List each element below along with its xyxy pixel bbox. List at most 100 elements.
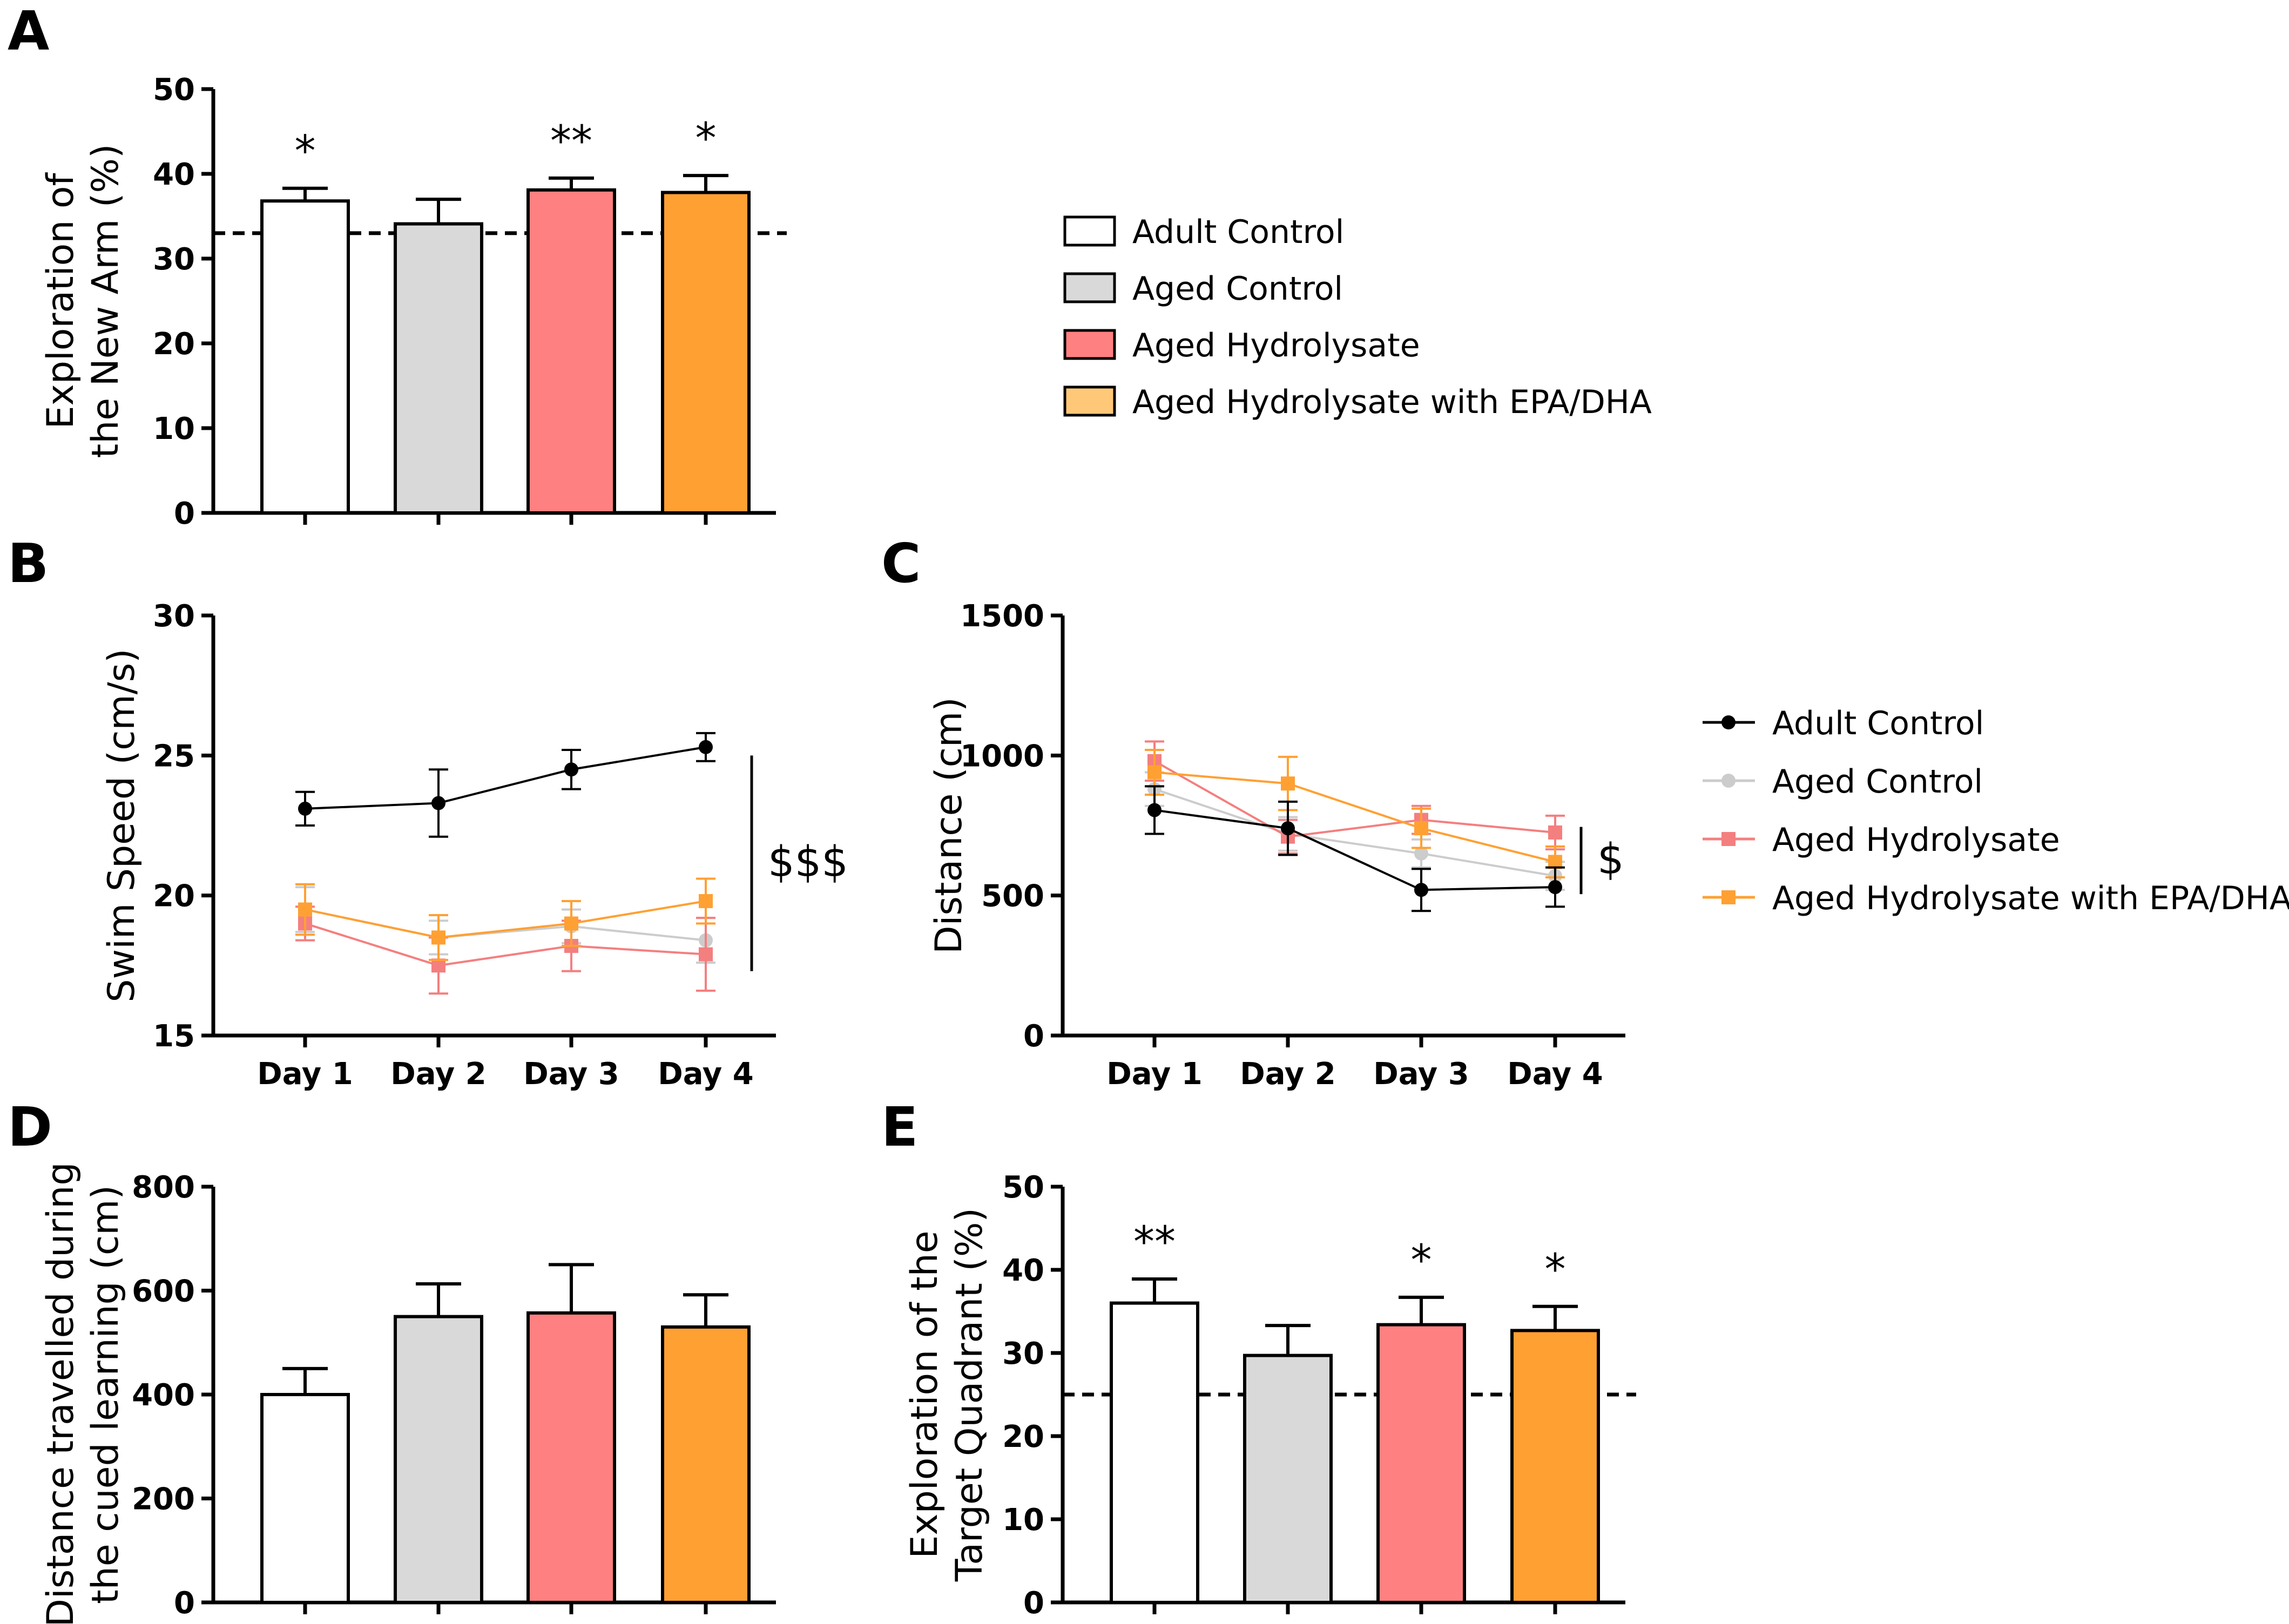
y-tick-label-a-1: 10	[153, 411, 195, 446]
bar-a-aged-hydrolysate	[526, 188, 616, 515]
data-point-c-aged-control-2	[1414, 846, 1428, 861]
significance-label-c: $	[1597, 835, 1624, 884]
y-tick-label-c-0: 0	[1023, 1019, 1044, 1054]
series-line-b-adult-control	[305, 746, 706, 810]
data-point-c-adult-control-1	[1281, 821, 1295, 836]
x-tick-label-c-0: Day 1	[1106, 1057, 1203, 1092]
bar-d-aged-hydrolysate	[526, 1311, 616, 1604]
legend-bar-groups: Adult Control Aged Control Aged Hydrolysat…	[1063, 213, 1652, 421]
panel-letter-d: D	[8, 1095, 52, 1159]
legend-label-aged-hydrolysate-with-epa-dha: Aged Hydrolysate with EPA/DHA	[1132, 383, 1652, 421]
y-axis-label-e-1: Target Quadrant (%)	[948, 1208, 991, 1582]
panel-letter-b: B	[8, 532, 49, 595]
y-axis-label-d-1: the cued learning (cm)	[84, 1185, 127, 1604]
legend-label-aged-control: Aged Control	[1772, 763, 1983, 801]
data-point-b-aged-hydrolysate-3	[699, 947, 713, 962]
data-point-b-aged-hydrolysate-with-epa-dha-2	[564, 916, 578, 931]
x-tick-label-b-3: Day 4	[658, 1057, 754, 1092]
series-line-b-aged-hydrolysate-with-epa-dha	[305, 900, 706, 939]
y-tick-label-a-5: 50	[153, 72, 195, 107]
y-tick-label-b-2: 25	[153, 739, 195, 774]
data-point-b-adult-control-2	[564, 762, 578, 777]
data-point-c-aged-hydrolysate-with-epa-dha-0	[1147, 765, 1162, 780]
chart-c-distance: 0 500 1000 1500 Distance (cm) Day 1 Day 2 Day 3…	[928, 599, 1625, 1092]
significance-e-adult-control: **	[1133, 1218, 1176, 1267]
data-point-b-adult-control-1	[431, 796, 445, 810]
y-axis-label-a-0: Exploration of	[39, 172, 82, 429]
legend-label-adult-control: Adult Control	[1132, 213, 1344, 251]
bar-e-aged-hydrolysate	[1376, 1323, 1466, 1604]
y-axis-label-d-0: Distance travelled during	[39, 1162, 82, 1624]
x-tick-label-c-3: Day 4	[1507, 1057, 1603, 1092]
bar-e-adult-control	[1110, 1301, 1199, 1605]
y-tick-label-d-1: 200	[132, 1482, 195, 1517]
x-tick-label-b-0: Day 1	[257, 1057, 353, 1092]
series-line-c-aged-hydrolysate	[1154, 760, 1556, 838]
significance-e-aged-hydrolysate-with-epa-dha: *	[1545, 1246, 1566, 1294]
x-tick-label-b-1: Day 2	[390, 1057, 487, 1092]
legend-marker-aged-hydrolysate-with-epa-dha	[1721, 890, 1736, 904]
legend-label-adult-control: Adult Control	[1772, 705, 1984, 742]
data-point-b-aged-hydrolysate-with-epa-dha-0	[298, 902, 312, 917]
bar-a-adult-control	[260, 199, 350, 515]
legend-marker-aged-hydrolysate	[1721, 832, 1736, 846]
y-tick-label-e-2: 20	[1002, 1419, 1044, 1454]
significance-label-b: $$$	[768, 838, 848, 887]
legend-marker-adult-control	[1721, 715, 1736, 729]
series-line-c-adult-control	[1154, 809, 1556, 891]
y-tick-label-c-1: 500	[981, 879, 1044, 914]
data-point-c-aged-hydrolysate-3	[1548, 825, 1562, 840]
y-tick-label-d-3: 600	[132, 1274, 195, 1309]
chart-d-cued-learning-distance: 0 200 400 600 800 Distance travelled during th…	[39, 1162, 776, 1624]
y-tick-label-c-3: 1500	[960, 599, 1044, 634]
bar-d-adult-control	[260, 1393, 350, 1604]
x-tick-label-c-2: Day 3	[1373, 1057, 1469, 1092]
y-tick-label-a-2: 20	[153, 327, 195, 362]
y-tick-label-e-0: 0	[1023, 1586, 1044, 1621]
legend-swatch-aged-control	[1063, 272, 1116, 303]
y-tick-label-d-0: 0	[174, 1586, 195, 1621]
bar-d-aged-hydrolysate-with-epa-dha	[661, 1325, 751, 1604]
panel-letter-e: E	[881, 1095, 918, 1159]
panel-letter-a: A	[8, 0, 49, 63]
series-line-c-aged-control	[1154, 788, 1556, 877]
legend-marker-aged-control	[1721, 774, 1736, 788]
y-tick-label-b-1: 20	[153, 879, 195, 914]
y-tick-label-e-1: 10	[1002, 1503, 1044, 1538]
y-tick-label-d-2: 400	[132, 1378, 195, 1413]
legend-label-aged-hydrolysate: Aged Hydrolysate	[1132, 327, 1420, 364]
chart-b-swim-speed: 15 20 25 30 Swim Speed (cm/s) Day 1 Day 2 Day 3…	[100, 599, 848, 1092]
x-tick-label-c-1: Day 2	[1240, 1057, 1336, 1092]
y-tick-label-b-3: 30	[153, 599, 195, 634]
chart-e-target-quadrant: 0 10 20 30 40 50 Exploration of the Target Quad…	[903, 1170, 1636, 1621]
significance-a-aged-hydrolysate: **	[550, 117, 592, 166]
y-tick-label-d-4: 800	[132, 1170, 195, 1205]
data-point-b-adult-control-3	[699, 740, 713, 754]
legend-line-groups: Adult Control Aged Control Aged Hydrolysat…	[1703, 705, 2289, 917]
legend-label-aged-hydrolysate-with-epa-dha: Aged Hydrolysate with EPA/DHA	[1772, 879, 2289, 917]
y-axis-label-e-0: Exploration of the	[903, 1230, 946, 1558]
data-point-c-aged-hydrolysate-with-epa-dha-1	[1281, 776, 1295, 791]
y-tick-label-b-0: 15	[153, 1019, 195, 1054]
legend-swatch-aged-hydrolysate	[1063, 329, 1116, 360]
y-axis-label-b-0: Swim Speed (cm/s)	[100, 648, 143, 1002]
data-point-b-aged-hydrolysate-with-epa-dha-1	[431, 930, 445, 945]
series-line-c-aged-hydrolysate-with-epa-dha	[1154, 771, 1556, 863]
bar-e-aged-control	[1243, 1354, 1333, 1605]
legend-label-aged-control: Aged Control	[1132, 270, 1343, 308]
y-tick-label-c-2: 1000	[960, 739, 1044, 774]
y-axis-label-c-0: Distance (cm)	[928, 697, 970, 954]
bar-e-aged-hydrolysate-with-epa-dha	[1510, 1329, 1600, 1604]
panel-letter-c: C	[881, 532, 921, 595]
significance-a-adult-control: *	[295, 127, 316, 176]
legend-swatch-adult-control	[1063, 215, 1116, 247]
legend-swatch-aged-hydrolysate-with-epa-dha	[1063, 385, 1116, 417]
data-point-c-adult-control-0	[1147, 803, 1162, 817]
bar-d-aged-control	[394, 1315, 483, 1604]
series-line-b-aged-control	[305, 908, 706, 942]
y-tick-label-e-4: 40	[1002, 1253, 1044, 1288]
x-tick-label-b-2: Day 3	[523, 1057, 619, 1092]
bar-a-aged-control	[394, 222, 483, 515]
data-point-c-aged-hydrolysate-with-epa-dha-2	[1414, 821, 1428, 836]
